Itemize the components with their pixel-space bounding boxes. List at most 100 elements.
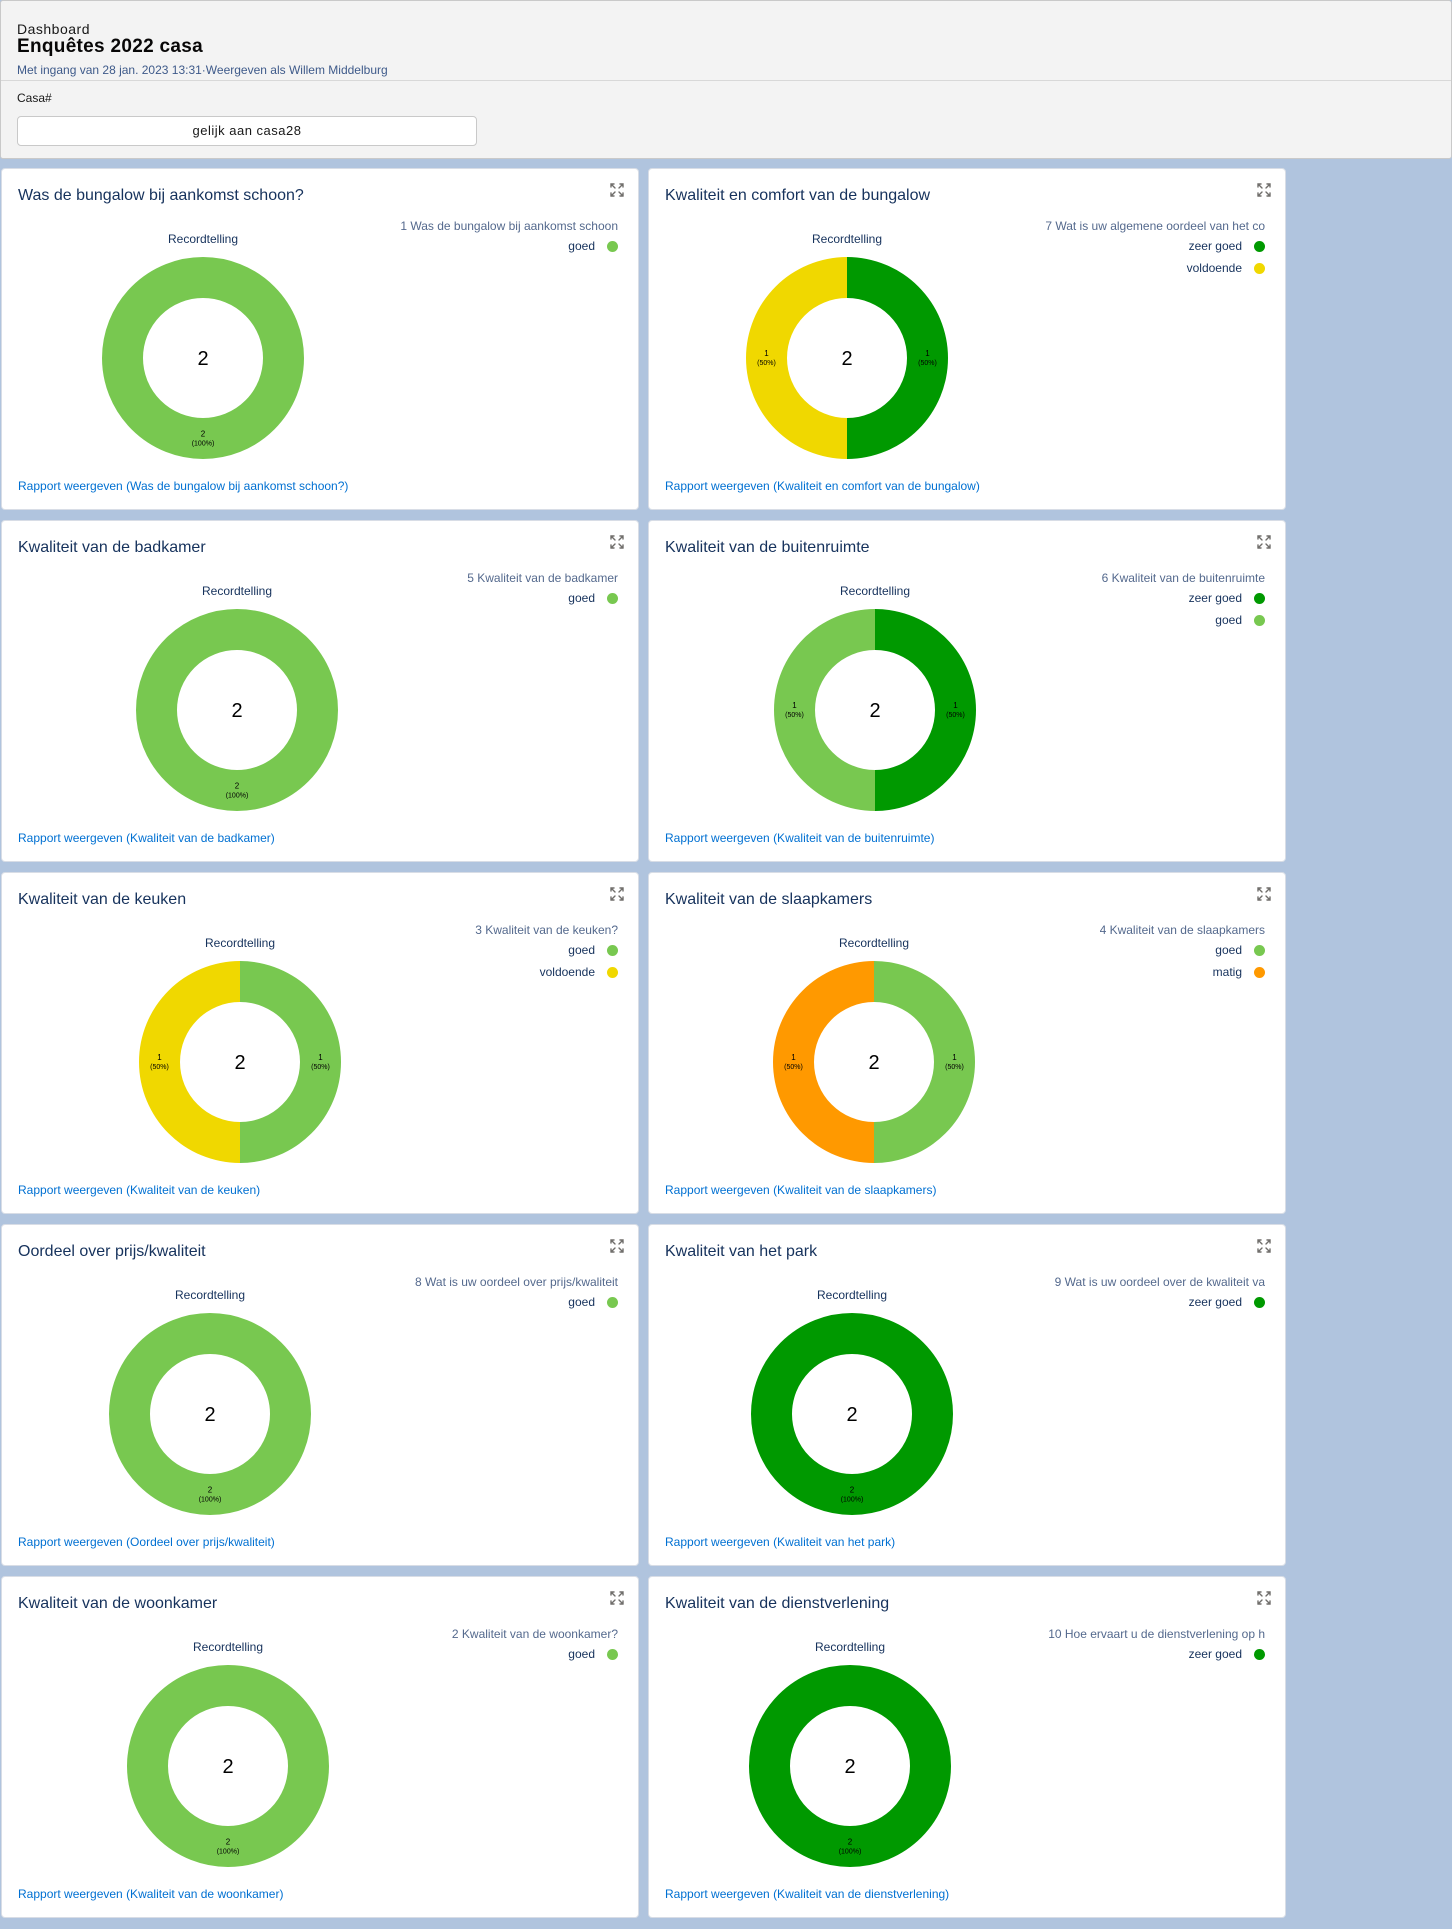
donut-chart: 2 (100%) 2 <box>102 257 304 459</box>
donut-segment-goed[interactable] <box>136 609 338 811</box>
donut-total: 2 <box>197 348 208 370</box>
legend-title: 1 Was de bungalow bij aankomst schoon <box>400 219 618 233</box>
legend-item-goed[interactable]: goed <box>568 1295 618 1309</box>
legend-color-dot <box>607 1296 618 1308</box>
legend-color-dot <box>607 592 618 604</box>
expand-icon[interactable] <box>1257 1591 1271 1605</box>
expand-icon[interactable] <box>610 183 624 197</box>
legend-item-goed[interactable]: goed <box>568 239 618 253</box>
legend-color-dot <box>607 944 618 956</box>
legend-item-label: goed <box>568 591 595 605</box>
donut-segment-matig[interactable] <box>773 961 874 1163</box>
legend-color-dot <box>607 1648 618 1660</box>
measure-label: Recordtelling <box>838 936 910 950</box>
legend-item-label: zeer goed <box>1188 591 1242 605</box>
expand-icon[interactable] <box>1257 887 1271 901</box>
donut-total: 2 <box>841 348 852 370</box>
legend-item-goed[interactable]: goed <box>1215 943 1265 957</box>
donut-segment-goed[interactable] <box>102 257 304 459</box>
legend-color-dot <box>1254 944 1265 956</box>
data-label-value: 1 <box>952 1053 957 1062</box>
donut-segment-voldoende[interactable] <box>746 257 847 459</box>
card-title: Kwaliteit van de slaapkamers <box>665 891 873 908</box>
legend-item-matig[interactable]: matig <box>1213 965 1265 979</box>
legend-item-zeer-goed[interactable]: zeer goed <box>1189 239 1265 253</box>
donut-segment-zeer-goed[interactable] <box>751 1313 953 1515</box>
card-title: Kwaliteit en comfort van de bungalow <box>665 187 931 204</box>
expand-icon[interactable] <box>610 1591 624 1605</box>
donut-total: 2 <box>231 700 242 722</box>
view-report-link[interactable]: Rapport weergeven (Kwaliteit van de keuk… <box>18 1183 261 1197</box>
data-label-value: 1 <box>157 1053 162 1062</box>
legend-item-label: zeer goed <box>1188 1295 1242 1309</box>
expand-icon[interactable] <box>610 887 624 901</box>
view-report-link[interactable]: Rapport weergeven (Kwaliteit van de buit… <box>665 831 935 845</box>
data-label-percent: (50%) <box>946 712 965 719</box>
measure-label: Recordtelling <box>167 232 239 246</box>
data-label-percent: (50%) <box>785 712 804 719</box>
legend-item-goed[interactable]: goed <box>568 591 618 605</box>
expand-icon[interactable] <box>1257 1239 1271 1253</box>
donut-total: 2 <box>204 1404 215 1426</box>
data-label-value: 2 <box>201 430 206 439</box>
data-label-percent: (50%) <box>757 360 776 367</box>
measure-label: Recordtelling <box>174 1288 246 1302</box>
data-label-value: 1 <box>791 1053 796 1062</box>
dashboard-card-kwaliteit-van-de-slaapkamers: Kwaliteit van de slaapkamers 4 Kwaliteit … <box>648 872 1286 1214</box>
view-report-link[interactable]: Rapport weergeven (Kwaliteit en comfort … <box>665 479 980 493</box>
legend-item-zeer-goed[interactable]: zeer goed <box>1189 591 1265 605</box>
donut-segment-goed[interactable] <box>127 1665 329 1867</box>
donut-chart: 2 (100%) 2 <box>127 1665 329 1867</box>
donut-segment-goed[interactable] <box>874 961 975 1163</box>
view-report-link[interactable]: Rapport weergeven (Kwaliteit van de slaa… <box>665 1183 937 1197</box>
view-report-link[interactable]: Rapport weergeven (Kwaliteit van de dien… <box>665 1887 950 1901</box>
expand-icon[interactable] <box>1257 183 1271 197</box>
dashboard-card-kwaliteit-van-de-buitenruimte: Kwaliteit van de buitenruimte 6 Kwaliteit… <box>648 520 1286 862</box>
legend-item-voldoende[interactable]: voldoende <box>540 965 618 979</box>
legend-title: 2 Kwaliteit van de woonkamer? <box>451 1627 618 1641</box>
expand-icon[interactable] <box>1257 535 1271 549</box>
dashboard-card-kwaliteit-van-de-woonkamer: Kwaliteit van de woonkamer 2 Kwaliteit va… <box>1 1576 639 1918</box>
legend-color-dot <box>607 240 618 252</box>
data-label-value: 1 <box>953 701 958 710</box>
legend-title: 9 Wat is uw oordeel over de kwaliteit va <box>1054 1275 1265 1289</box>
casa-filter-button[interactable]: gelijk aan casa28 <box>17 116 477 146</box>
data-label-percent: (50%) <box>945 1064 964 1071</box>
donut-total: 2 <box>222 1756 233 1778</box>
legend-item-zeer-goed[interactable]: zeer goed <box>1189 1647 1265 1661</box>
measure-label: Recordtelling <box>816 1288 888 1302</box>
donut-total: 2 <box>234 1052 245 1074</box>
data-label-percent: (50%) <box>918 360 937 367</box>
donut-segment-goed[interactable] <box>109 1313 311 1515</box>
legend-item-zeer-goed[interactable]: zeer goed <box>1189 1295 1265 1309</box>
donut-segment-goed[interactable] <box>774 609 875 811</box>
donut-segment-goed[interactable] <box>240 961 341 1163</box>
view-report-link[interactable]: Rapport weergeven (Kwaliteit van de woon… <box>18 1887 284 1901</box>
legend-item-voldoende[interactable]: voldoende <box>1187 261 1265 275</box>
donut-chart: 1 (50%) 1 (50%) 2 <box>774 609 976 811</box>
donut-segment-voldoende[interactable] <box>139 961 240 1163</box>
data-label-value: 1 <box>764 349 769 358</box>
legend-item-goed[interactable]: goed <box>568 1647 618 1661</box>
view-report-link[interactable]: Rapport weergeven (Kwaliteit van het par… <box>665 1535 896 1549</box>
view-report-link[interactable]: Rapport weergeven (Oordeel over prijs/kw… <box>18 1535 275 1549</box>
donut-segment-zeer-goed[interactable] <box>749 1665 951 1867</box>
data-label-value: 2 <box>235 782 240 791</box>
expand-icon[interactable] <box>610 535 624 549</box>
dashboard-label: Dashboard <box>17 21 90 37</box>
dashboard-card-kwaliteit-van-de-keuken: Kwaliteit van de keuken 3 Kwaliteit van d… <box>1 872 639 1214</box>
data-label-percent: (100%) <box>199 1497 222 1504</box>
view-report-link[interactable]: Rapport weergeven (Kwaliteit van de badk… <box>18 831 275 845</box>
donut-segment-zeer-goed[interactable] <box>847 257 948 459</box>
legend-title: 6 Kwaliteit van de buitenruimte <box>1101 571 1265 585</box>
dashboard-card-was-de-bungalow-bij-aankomst-schoon: Was de bungalow bij aankomst schoon? 1 Wa… <box>1 168 639 510</box>
legend-color-dot <box>607 966 618 978</box>
view-report-link[interactable]: Rapport weergeven (Was de bungalow bij a… <box>18 479 349 493</box>
legend-item-goed[interactable]: goed <box>568 943 618 957</box>
legend-item-label: goed <box>568 943 595 957</box>
data-label-value: 2 <box>226 1838 231 1847</box>
donut-segment-zeer-goed[interactable] <box>875 609 976 811</box>
legend-item-label: goed <box>1215 943 1242 957</box>
legend-item-goed[interactable]: goed <box>1215 613 1265 627</box>
expand-icon[interactable] <box>610 1239 624 1253</box>
